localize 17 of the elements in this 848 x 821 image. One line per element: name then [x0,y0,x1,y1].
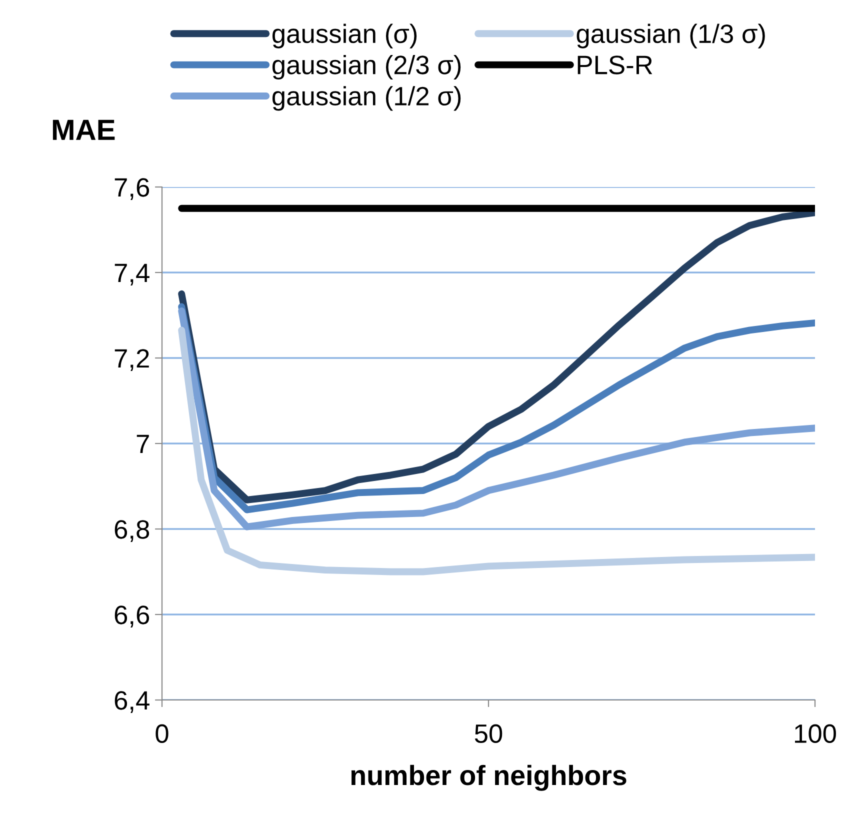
y-tick-label: 7,4 [114,264,150,286]
y-axis-title: MAE [52,120,115,140]
x-axis-title: number of neighbors [351,764,626,791]
y-tick-label: 6,6 [114,606,150,628]
y-tick-label: 6,4 [114,691,150,713]
x-tick-label: 50 [474,724,502,743]
y-tick-label: 7 [136,434,149,454]
x-tick-label: 0 [156,724,168,743]
legend-label: gaussian (σ) [272,24,417,48]
legend-label: gaussian (1/2 σ) [272,86,461,111]
legend-label: gaussian (1/3 σ) [576,24,765,48]
legend-label: gaussian (2/3 σ) [272,54,461,80]
legend-label: PLS-R [578,56,652,74]
y-tick-label: 7,2 [114,349,149,371]
y-tick-label: 6,8 [114,520,150,542]
y-tick-label: 7,6 [114,178,150,200]
x-tick-label: 100 [795,724,836,743]
